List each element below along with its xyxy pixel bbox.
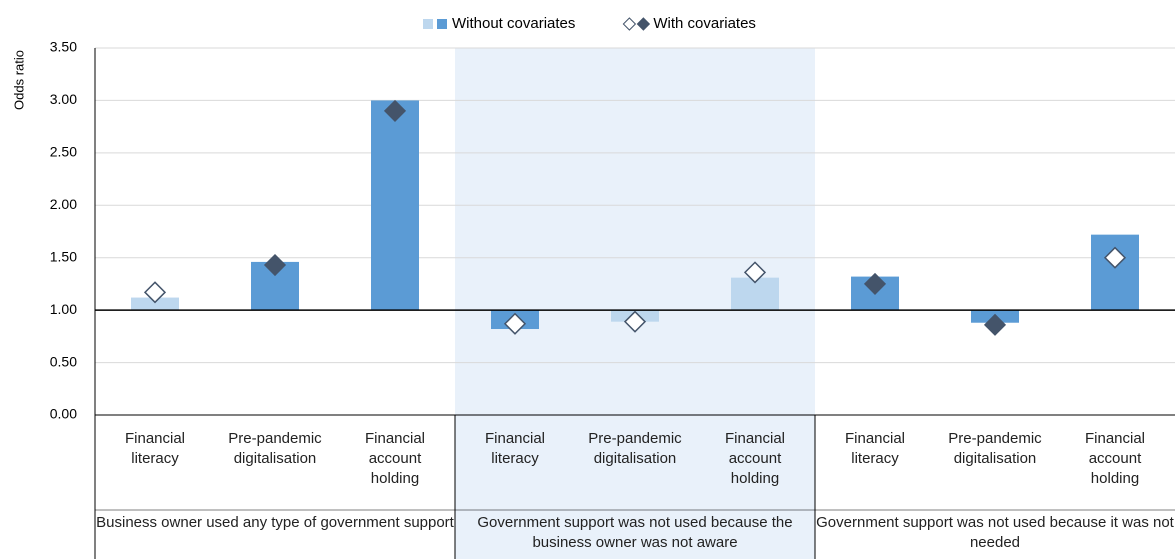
diamond-marker: [383, 99, 407, 122]
diamond-marker: [983, 313, 1007, 336]
y-tick-label: 2.50: [50, 144, 77, 160]
diamond-marker: [143, 281, 167, 304]
legend-swatch: [636, 17, 651, 31]
diamond-marker: [623, 310, 647, 333]
y-tick-label: 2.00: [50, 196, 77, 212]
bar: [1091, 234, 1139, 311]
legend-swatch: [437, 19, 447, 29]
x-tick-label: Pre-pandemic digitalisation: [228, 430, 322, 467]
bar: [371, 100, 419, 311]
x-tick-label: Financial account holding: [724, 430, 786, 487]
diamond-marker: [863, 272, 887, 295]
y-axis-label: Odds ratio: [11, 50, 26, 110]
group-label: Business owner used any type of governme…: [96, 514, 454, 531]
bar: [131, 297, 179, 311]
y-tick-label: 0.50: [50, 353, 77, 369]
x-tick-label: Financial account holding: [364, 430, 426, 487]
legend-label: With covariates: [653, 15, 756, 32]
y-tick-label: 3.50: [50, 39, 77, 55]
diamond-marker: [743, 261, 767, 284]
diamond-marker: [1103, 246, 1127, 269]
legend-swatch: [423, 19, 433, 29]
x-tick-label: Financial account holding: [1084, 430, 1146, 487]
x-tick-label: Pre-pandemic digitalisation: [588, 430, 682, 467]
x-tick-label: Financial literacy: [124, 430, 186, 467]
x-tick-label: Financial literacy: [484, 430, 546, 467]
x-tick-label: Pre-pandemic digitalisation: [948, 430, 1042, 467]
diamond-marker: [503, 312, 527, 335]
y-tick-label: 0.00: [50, 406, 77, 422]
y-tick-label: 3.00: [50, 91, 77, 107]
y-tick-label: 1.00: [50, 301, 77, 317]
group-label: Government support was not used because …: [477, 514, 793, 551]
group-label: Government support was not used because …: [816, 514, 1174, 551]
y-tick-label: 1.50: [50, 248, 77, 264]
legend-label: Without covariates: [452, 15, 575, 32]
diamond-marker: [263, 253, 287, 277]
x-tick-label: Financial literacy: [844, 430, 906, 467]
legend-swatch: [622, 17, 637, 31]
